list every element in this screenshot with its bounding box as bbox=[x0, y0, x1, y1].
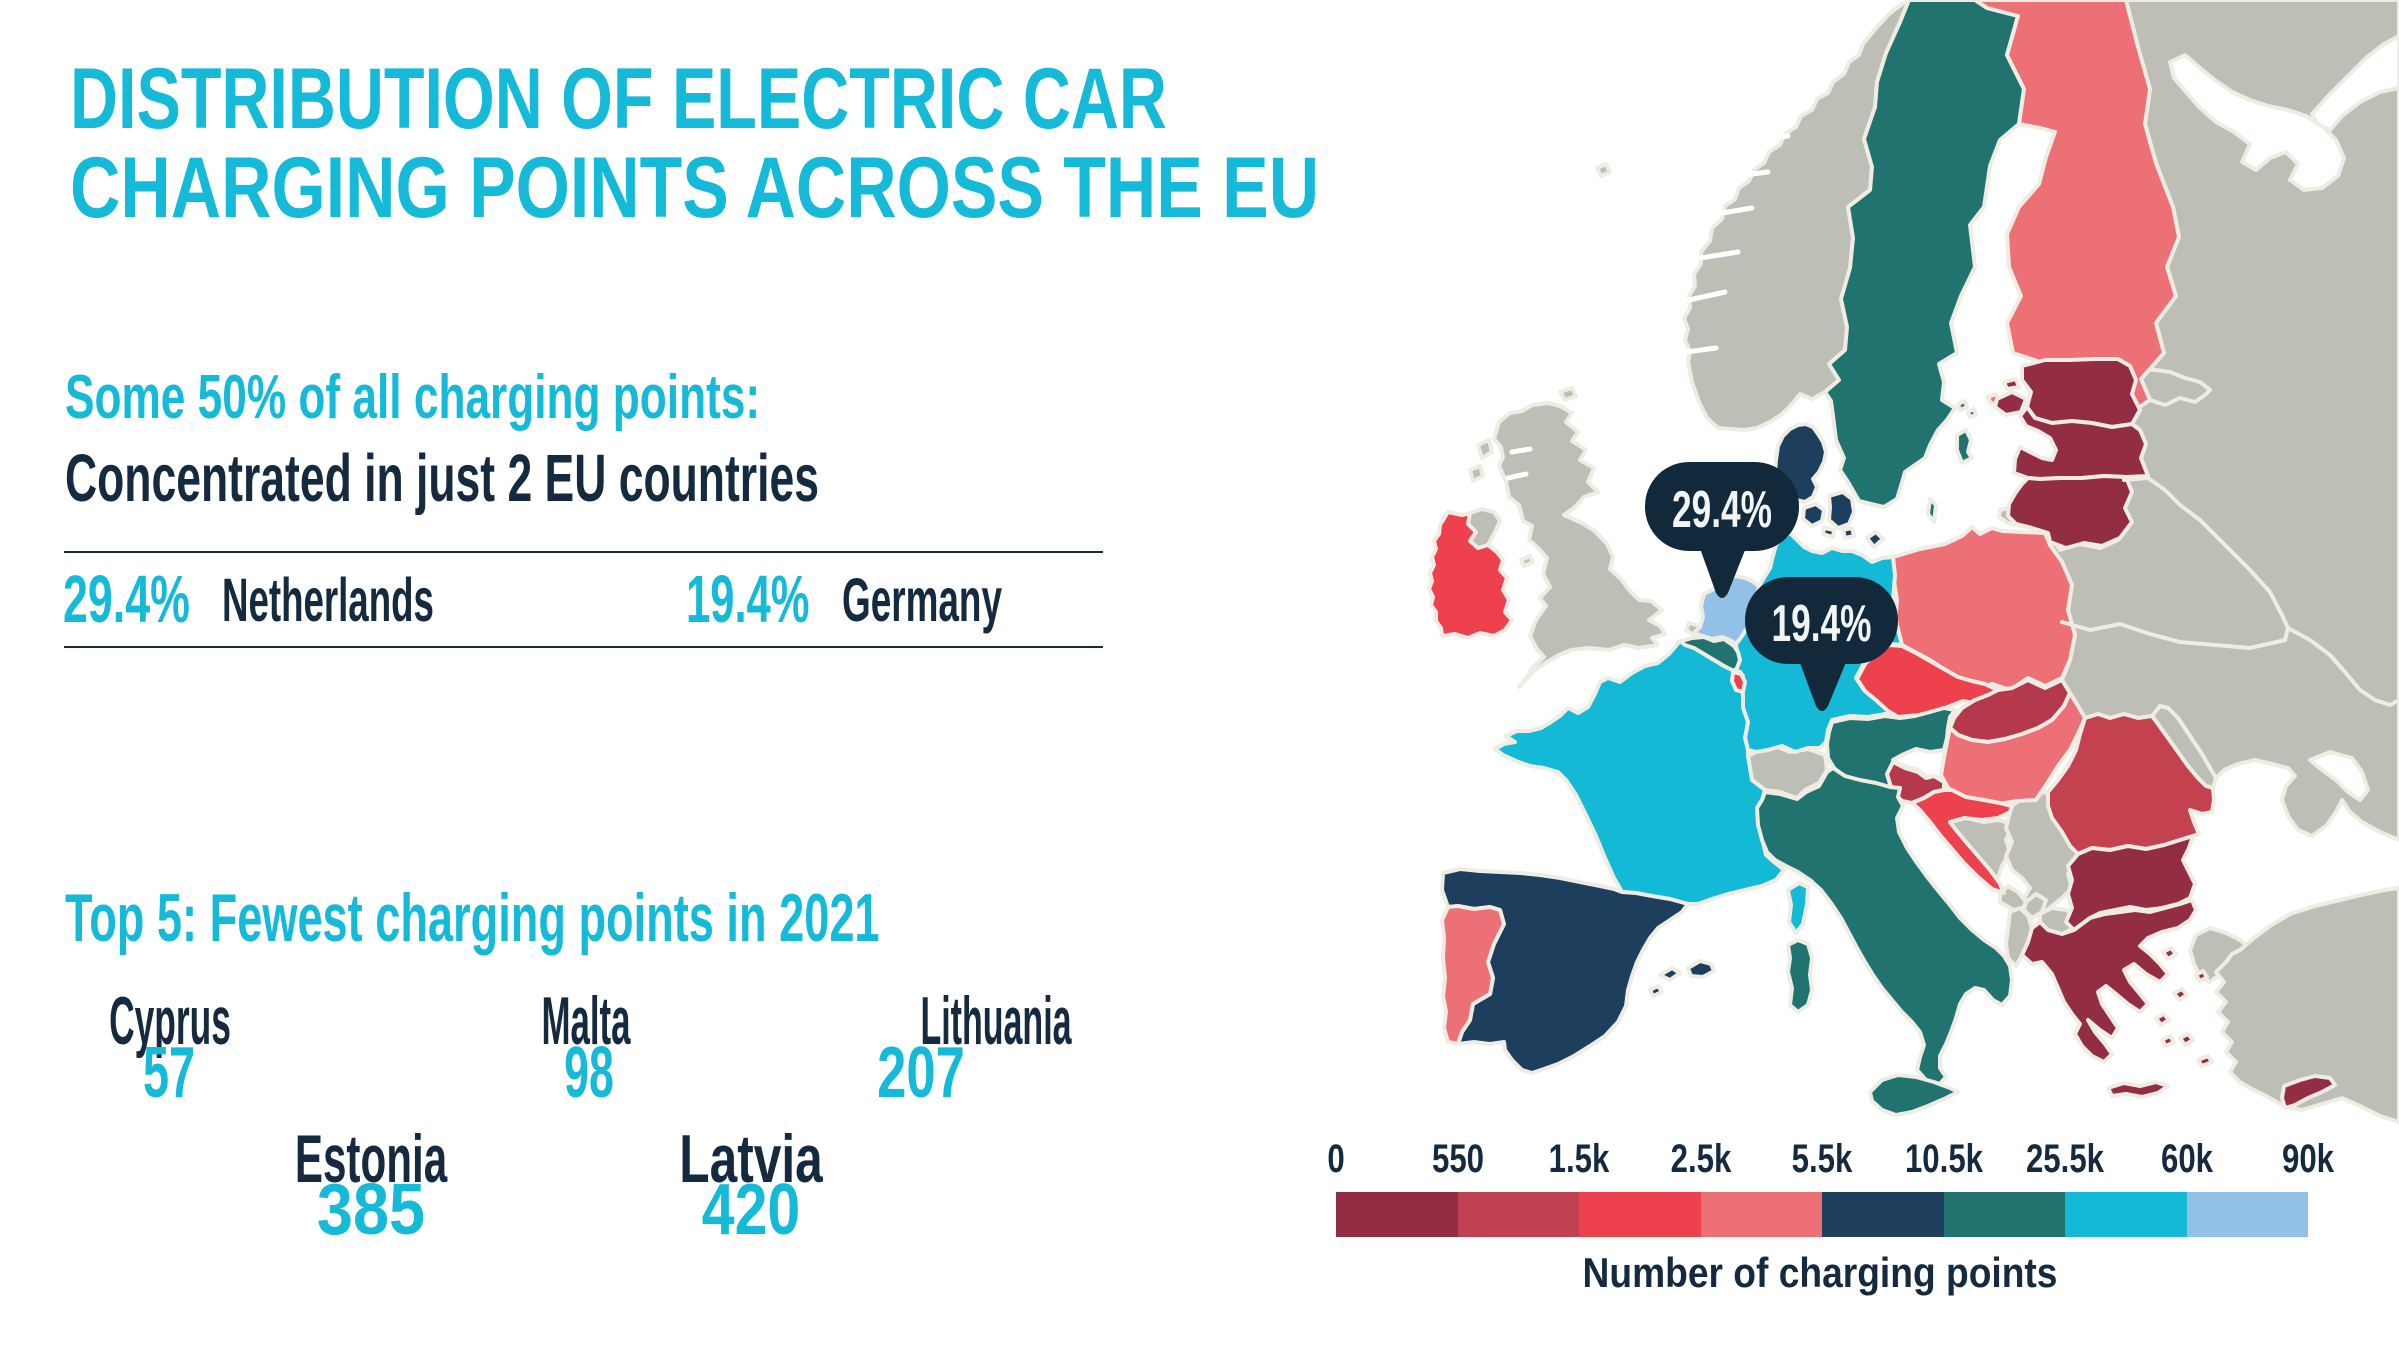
svg-text:19.4%: 19.4% bbox=[1772, 595, 1872, 652]
svg-text:29.4%: 29.4% bbox=[1672, 481, 1772, 538]
